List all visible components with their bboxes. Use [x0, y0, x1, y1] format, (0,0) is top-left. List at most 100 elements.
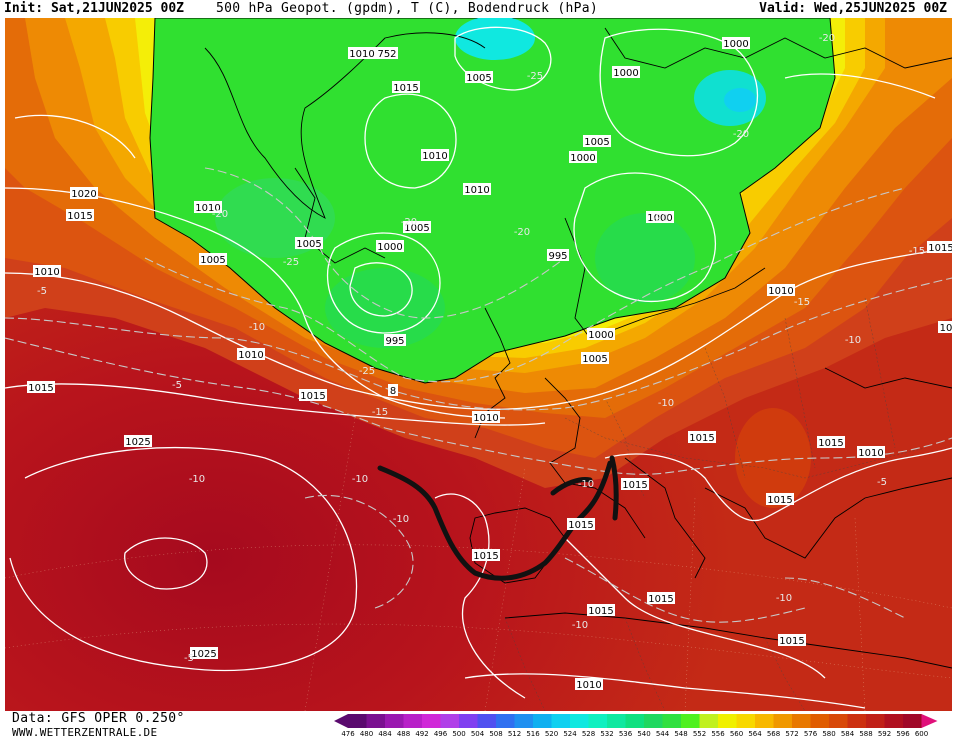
- height-band-524: [724, 88, 756, 112]
- scale-label: 516: [526, 730, 540, 738]
- isotherm-minus5-se: [784, 577, 906, 619]
- isobar-label-text: 1025: [191, 649, 216, 660]
- isotherm-label: -10: [845, 335, 861, 346]
- isobar-label-text: 1010: [349, 49, 374, 60]
- isobar-label-text: 1000: [377, 242, 402, 253]
- black-sea-coast: [824, 367, 952, 389]
- isotherm-label-text: -5: [172, 380, 182, 391]
- greenland-coast: [204, 32, 486, 219]
- isobar-label-text: 1025: [125, 437, 150, 448]
- isotherm-minus10: [5, 337, 952, 475]
- scale-swatch: [477, 714, 496, 728]
- scale-swatch: [829, 714, 848, 728]
- isobar-label-text: 1005: [582, 354, 607, 365]
- isotherm-label: -5: [184, 653, 194, 664]
- isobar-label: 1015: [587, 604, 615, 617]
- isobar-ne: [784, 73, 936, 99]
- isobar-label-text: 1015: [473, 551, 498, 562]
- isobar-label: 1000: [587, 328, 615, 341]
- isotherm-label-text: -25: [359, 366, 375, 377]
- isotherm-label: -10: [776, 593, 792, 604]
- isobar-label-text: 1010: [576, 680, 601, 691]
- isobar-label-text: 1010: [768, 286, 793, 297]
- isobar-label: 1005: [199, 253, 227, 266]
- isobar-label-text: 1015: [588, 606, 613, 617]
- isotherm-label-text: -5: [37, 286, 47, 297]
- scale-swatch: [422, 714, 441, 728]
- scale-arrow-right: [921, 714, 938, 728]
- isobar-barents: [599, 28, 759, 157]
- isobar-label: 1000: [612, 66, 640, 79]
- isobar-label: 1025: [124, 435, 152, 448]
- isobar-label: 1010: [348, 47, 376, 60]
- isotherm-label: -5: [877, 477, 887, 488]
- isotherm-label: -20: [652, 213, 668, 224]
- isobar-label: 995: [547, 249, 569, 262]
- isobar-1015-med: [564, 537, 826, 679]
- isotherm-label-text: -20: [819, 33, 835, 44]
- isobar-1030-center: [124, 537, 208, 590]
- scale-swatch: [884, 714, 903, 728]
- chart-footer: Data: GFS OPER 0.250° WWW.WETTERZENTRALE…: [0, 711, 959, 741]
- isobar-label-text: 1000: [613, 68, 638, 79]
- isobar-label: 1000: [569, 151, 597, 164]
- isotherm-label-text: -10: [845, 335, 861, 346]
- scale-swatch: [514, 714, 533, 728]
- isobar-label: 1015: [392, 81, 420, 94]
- scale-label: 496: [433, 730, 448, 738]
- isobar-label: 1010: [33, 265, 61, 278]
- isobar-label-text: 1015: [767, 495, 792, 506]
- isobar-label-text: 1015: [67, 211, 92, 222]
- data-source: Data: GFS OPER 0.250°: [12, 711, 185, 726]
- isobar-label: 1000: [646, 211, 674, 224]
- isotherm-label-text: -10: [572, 620, 588, 631]
- scale-swatch: [588, 714, 607, 728]
- scale-label: 564: [748, 730, 762, 738]
- isotherm-label-text: -10: [352, 474, 368, 485]
- scale-label: 552: [692, 730, 707, 738]
- isobar-label: 1015: [299, 389, 327, 402]
- scale-swatch: [792, 714, 811, 728]
- isotherm-label: -10: [189, 474, 205, 485]
- isobar-1025: [9, 446, 358, 672]
- isobar-label-text: 1015: [689, 433, 714, 444]
- scale-label: 524: [563, 730, 577, 738]
- isobar-label-text: 1005: [404, 223, 429, 234]
- isobar-label: 752: [376, 47, 398, 60]
- isotherm-label-text: -15: [372, 407, 388, 418]
- scale-swatch: [847, 714, 866, 728]
- isobar-1010-south: [464, 673, 866, 709]
- isobar-label-text: 1005: [296, 239, 321, 250]
- isobar-label: 1005: [403, 221, 431, 234]
- isobar-label: 995: [384, 334, 406, 347]
- isotherm-label-text: -10: [249, 322, 265, 333]
- isotherm-label-text: -15: [909, 246, 925, 257]
- scale-label: 600: [914, 730, 929, 738]
- isotherm-label: -10: [249, 322, 265, 333]
- scale-swatch: [773, 714, 792, 728]
- chart-title: 500 hPa Geopot. (gpdm), T (C), Bodendruc…: [216, 1, 598, 16]
- scale-label: 540: [637, 730, 651, 738]
- scale-label: 508: [489, 730, 503, 738]
- isotherm-label-text: -20: [401, 217, 417, 228]
- isotherm-label: -5: [37, 286, 47, 297]
- isotherm-label: -10: [393, 514, 409, 525]
- init-time: Init: Sat,21JUN2025 00Z: [4, 1, 185, 16]
- scale-swatch: [440, 714, 459, 728]
- isobar-label-text: 1000: [647, 213, 672, 224]
- annotation-curve: [377, 455, 619, 581]
- isobar-label: 1005: [295, 237, 323, 250]
- scale-label: 532: [600, 730, 614, 738]
- isobar-label: 1025: [190, 647, 218, 660]
- isobar-label: 1005: [583, 135, 611, 148]
- scale-swatch: [866, 714, 885, 728]
- isobar-label: 1010: [421, 149, 449, 162]
- isobar-label-text: 1000: [588, 330, 613, 341]
- weather-map: 1010 752 1005 -25 1000 -20 1000 1015 -20 1005 1000…: [5, 18, 952, 711]
- isobar-greenland: [364, 93, 457, 189]
- isobar-label: 1010: [194, 201, 222, 214]
- isotherm-minus10-iberia: [304, 494, 414, 609]
- isobar-label: 1015: [688, 431, 716, 444]
- isotherm-label: -10: [578, 479, 594, 490]
